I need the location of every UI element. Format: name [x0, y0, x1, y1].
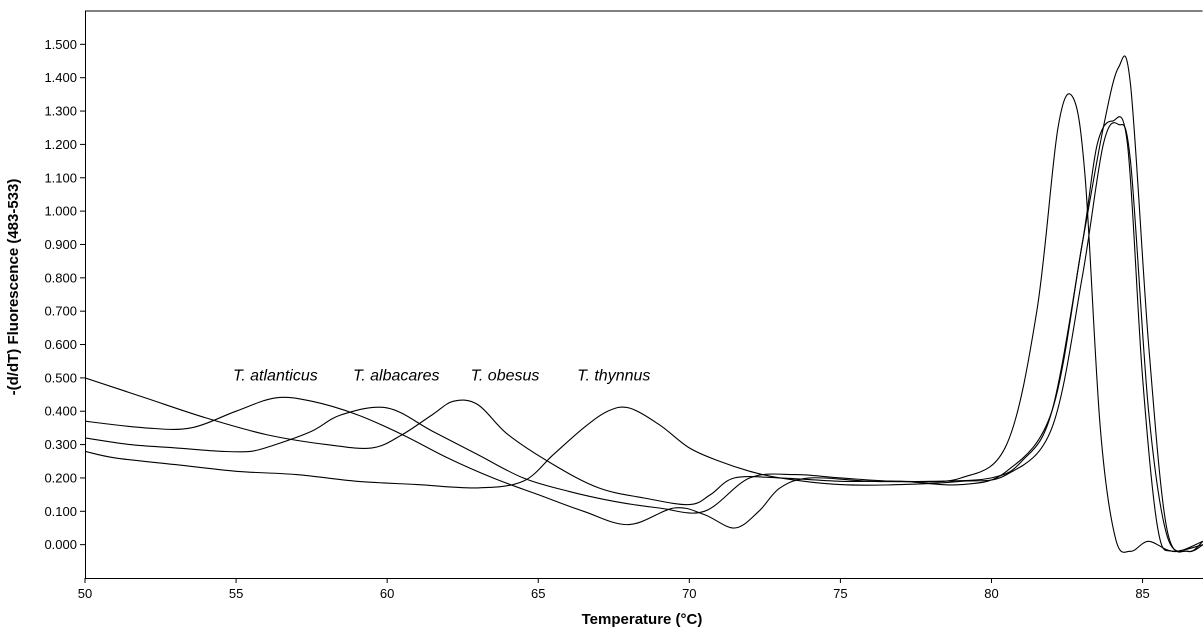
y-tick-label: 0.100 — [44, 504, 77, 519]
y-tick-label: 1.200 — [44, 137, 77, 152]
plot-area — [85, 10, 1203, 579]
y-tick-label: 1.500 — [44, 37, 77, 52]
y-tick-label: 0.500 — [44, 370, 77, 385]
species-annotation: T. obesus — [471, 368, 540, 385]
y-tick-label: 0.900 — [44, 237, 77, 252]
x-tick-label: 65 — [531, 586, 545, 601]
x-tick-label: 70 — [682, 586, 696, 601]
annotations: T. atlanticus T. albacares T. obesus T. thy… — [233, 368, 650, 385]
x-tick-label: 60 — [380, 586, 394, 601]
x-tick-label: 85 — [1135, 586, 1149, 601]
y-tick-label: 1.100 — [44, 170, 77, 185]
x-tick-label: 75 — [833, 586, 847, 601]
series-layer — [85, 55, 1203, 553]
species-annotation: T. atlanticus — [233, 368, 318, 385]
y-tick-label: 1.300 — [44, 104, 77, 119]
series-line-3 — [85, 55, 1203, 553]
y-tick-label: 0.200 — [44, 470, 77, 485]
y-tick-label: 0.300 — [44, 437, 77, 452]
y-tick-label: 0.400 — [44, 404, 77, 419]
y-axis-ticks: 0.000 0.100 0.200 0.300 0.400 0.500 0.600 0.700… — [44, 37, 85, 552]
series-line-4 — [85, 122, 1203, 553]
y-tick-label: 1.400 — [44, 70, 77, 85]
series-line-1 — [85, 93, 1203, 553]
y-tick-label: 1.000 — [44, 204, 77, 219]
x-axis-ticks: 50 55 60 65 70 75 80 85 — [78, 578, 1150, 601]
x-tick-label: 80 — [984, 586, 998, 601]
species-annotation: T. thynnus — [577, 368, 650, 385]
y-axis-label: -(d/dT) Fluorescence (483-533) — [5, 179, 22, 396]
y-tick-label: 0.800 — [44, 270, 77, 285]
plot-frame — [85, 10, 1203, 578]
x-tick-label: 55 — [229, 586, 243, 601]
y-tick-label: 0.700 — [44, 304, 77, 319]
x-tick-label: 50 — [78, 586, 92, 601]
x-axis-label: Temperature (°C) — [582, 611, 703, 628]
series-line-2 — [85, 116, 1203, 553]
y-tick-label: 0.600 — [44, 337, 77, 352]
y-tick-label: 0.000 — [44, 537, 77, 552]
species-annotation: T. albacares — [353, 368, 440, 385]
